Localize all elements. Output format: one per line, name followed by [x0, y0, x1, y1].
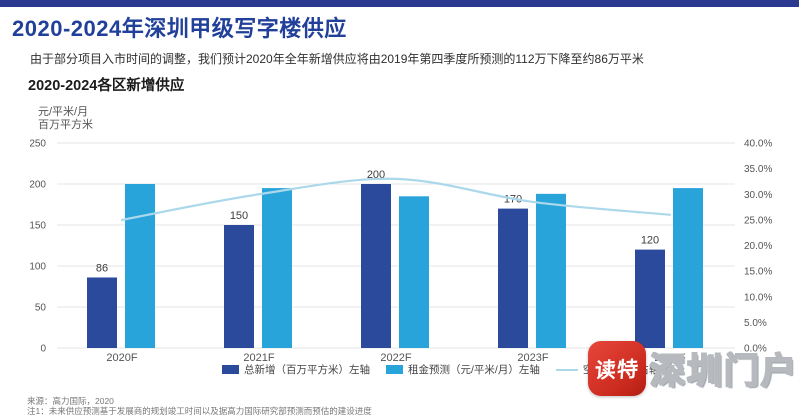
bar-value-label: 150: [230, 210, 248, 222]
bar-value-label: 120: [641, 235, 659, 247]
left-axis-unit-line2: 百万平方米: [38, 119, 93, 131]
vacancy-line-swatch-icon: [555, 368, 578, 371]
legend-item-total-supply: 总新增（百万平方米）左轴: [222, 362, 370, 377]
chart-footnotes: 来源：高力国际，2020 注1：未来供应预测基于发展商的规划竣工时间以及据高力国…: [27, 396, 372, 416]
source-note: 来源：高力国际，2020: [27, 396, 114, 406]
chart-section-title: 2020-2024各区新增供应: [28, 78, 185, 94]
page-subtitle: 由于部分项目入市时间的调整，我们预计2020年全年新增供应将由2019年第四季度…: [30, 52, 644, 66]
x-axis-label: 2024F: [654, 352, 685, 364]
dute-app-icon: 读特: [588, 341, 646, 396]
bar: [635, 249, 665, 348]
rent-forecast-swatch-icon: [386, 365, 403, 374]
left-axis-tick: 0: [40, 344, 46, 355]
right-axis-tick: 35.0%: [744, 164, 772, 175]
bar: [498, 208, 528, 348]
left-axis-tick: 50: [35, 303, 47, 314]
bar: [536, 193, 566, 348]
left-axis-tick: 150: [29, 221, 46, 232]
legend-label: 总新增（百万平方米）左轴: [244, 364, 370, 376]
bar: [262, 188, 292, 348]
watermark: 读特 深圳门户: [588, 341, 798, 396]
right-axis-tick: 40.0%: [744, 139, 772, 150]
bar: [361, 184, 391, 348]
left-axis-tick: 200: [29, 180, 46, 191]
watermark-site-name: 深圳门户: [649, 351, 799, 392]
x-axis-label: 2022F: [380, 352, 411, 364]
bar: [87, 277, 117, 348]
dute-app-icon-text: 读特: [594, 357, 640, 383]
left-axis-unit-line1: 元/平米/月: [38, 106, 89, 118]
chart-area: 0 50 100 150 200 250 0.0% 5.0% 10.0% 15.0% 20.0% 25…: [0, 130, 799, 375]
x-axis-label: 2023F: [517, 352, 548, 364]
bar: [399, 196, 429, 348]
total-supply-swatch-icon: [222, 365, 239, 374]
bar: [224, 225, 254, 348]
right-axis-tick: 15.0%: [744, 267, 772, 278]
right-axis-tick: 25.0%: [744, 215, 772, 226]
right-axis-tick: 20.0%: [744, 241, 772, 252]
right-axis-tick: 0.0%: [744, 344, 767, 355]
legend-item-rent-forecast: 租金预测（元/平米/月）左轴: [386, 362, 540, 377]
right-axis-tick: 5.0%: [744, 318, 767, 329]
top-accent-bar: [0, 0, 799, 7]
x-axis-label: 2021F: [243, 352, 274, 364]
chart-svg: 0 50 100 150 200 250 0.0% 5.0% 10.0% 15.0% 20.0% 25…: [29, 139, 772, 365]
right-axis-tick: 30.0%: [744, 190, 772, 201]
vacancy-line: [120, 177, 672, 221]
left-axis-tick: 250: [29, 139, 46, 150]
right-axis-tick: 10.0%: [744, 292, 772, 303]
bar: [125, 184, 155, 348]
x-axis-label: 2020F: [106, 352, 137, 364]
bar: [673, 188, 703, 348]
legend-label: 租金预测（元/平米/月）左轴: [408, 364, 540, 376]
left-axis-tick: 100: [29, 262, 46, 273]
page-title: 2020-2024年深圳甲级写字楼供应: [12, 16, 347, 41]
bar-value-label: 86: [96, 262, 108, 274]
methodology-note: 注1：未来供应预测基于发展商的规划竣工时间以及据高力国际研究部预测而预估的建设进…: [27, 406, 372, 416]
